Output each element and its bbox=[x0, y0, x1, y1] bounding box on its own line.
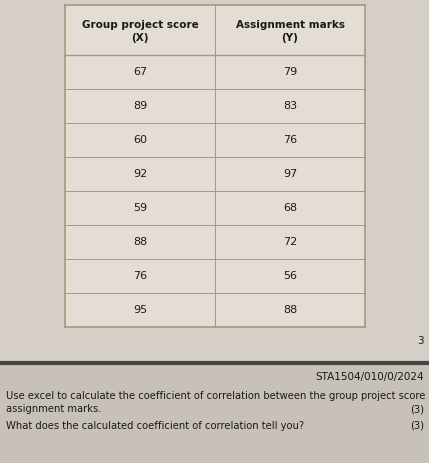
Text: 76: 76 bbox=[283, 135, 297, 145]
Bar bbox=[0, 363, 429, 463]
Text: 67: 67 bbox=[133, 67, 147, 77]
Text: 83: 83 bbox=[283, 101, 297, 111]
Text: assignment marks.: assignment marks. bbox=[6, 404, 102, 414]
Text: 60: 60 bbox=[133, 135, 147, 145]
Text: 68: 68 bbox=[283, 203, 297, 213]
Text: 88: 88 bbox=[283, 305, 297, 315]
Text: STA1504/010/0/2024: STA1504/010/0/2024 bbox=[315, 372, 424, 382]
Text: (3): (3) bbox=[410, 404, 424, 414]
Text: 95: 95 bbox=[133, 305, 147, 315]
Text: 89: 89 bbox=[133, 101, 147, 111]
Text: (X): (X) bbox=[131, 33, 149, 43]
Text: 88: 88 bbox=[133, 237, 147, 247]
Text: Group project score: Group project score bbox=[82, 20, 198, 30]
Text: 56: 56 bbox=[283, 271, 297, 281]
Text: 79: 79 bbox=[283, 67, 297, 77]
Text: 72: 72 bbox=[283, 237, 297, 247]
Text: What does the calculated coefficient of correlation tell you?: What does the calculated coefficient of … bbox=[6, 421, 304, 431]
Text: 59: 59 bbox=[133, 203, 147, 213]
Text: 3: 3 bbox=[417, 336, 424, 346]
Text: 97: 97 bbox=[283, 169, 297, 179]
Text: Use excel to calculate the coefficient of correlation between the group project : Use excel to calculate the coefficient o… bbox=[6, 391, 429, 401]
Text: (Y): (Y) bbox=[281, 33, 299, 43]
Text: 92: 92 bbox=[133, 169, 147, 179]
Text: (3): (3) bbox=[410, 421, 424, 431]
Text: 76: 76 bbox=[133, 271, 147, 281]
Text: Assignment marks: Assignment marks bbox=[236, 20, 344, 30]
Bar bbox=[65, 5, 365, 327]
